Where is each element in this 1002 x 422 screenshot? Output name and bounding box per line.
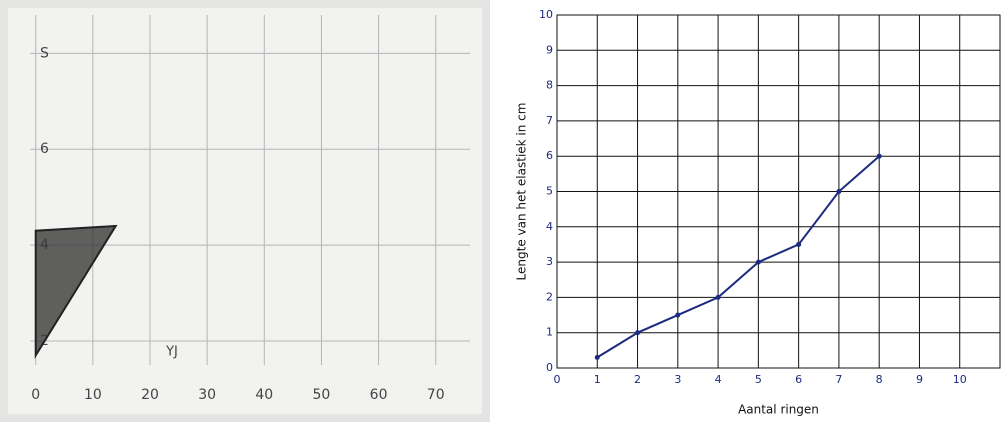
annotation: YJ [165,345,178,360]
x-tick-label: 10 [84,387,102,403]
x-tick-label: 30 [198,387,216,403]
y-tick-label: 2 [546,290,553,303]
x-tick-label: 5 [755,373,762,386]
y-tick-label: 3 [546,255,553,268]
y-tick-label: 7 [546,114,553,127]
x-tick-label: 60 [370,387,388,403]
data-point [755,259,761,265]
x-tick-label: 7 [835,373,842,386]
x-tick-label: 10 [953,373,967,386]
x-tick-label: 3 [674,373,681,386]
data-point [715,294,721,300]
y-tick-label: 1 [546,326,553,339]
y-tick-label: 9 [546,43,553,56]
data-point [594,354,600,360]
shaded-area [34,224,118,359]
x-tick-label: 9 [916,373,923,386]
data-point [836,189,842,194]
y-tick-label: 10 [539,8,553,21]
data-point [635,330,641,336]
y-tick-label: S [40,45,49,61]
y-tick-label: 4 [546,220,553,233]
x-tick-label: 40 [255,387,273,403]
data-line [596,155,880,359]
x-tick-label: 20 [141,387,159,403]
data-point [675,312,681,318]
y-tick-label: 6 [546,149,553,162]
data-point [876,153,882,159]
data-point [796,241,802,247]
x-tick-label: 8 [876,373,883,386]
x-tick-label: 70 [427,387,445,403]
y-tick-label: 0 [546,361,553,374]
y-tick-label: 6 [40,141,49,157]
x-tick-label: 6 [795,373,802,386]
x-tick-label: 1 [594,373,601,386]
x-tick-label: 2 [634,373,641,386]
y-axis-label: Lengte van het elastiek in cm [515,103,529,281]
y-tick-label: 8 [546,79,553,92]
plot-frame [556,14,1001,369]
x-tick-label: 50 [313,387,331,403]
paper [8,8,482,414]
x-tick-label: 0 [554,373,561,386]
x-axis-label: Aantal ringen [738,403,819,417]
x-tick-label: 0 [31,387,40,403]
x-tick-label: 4 [715,373,722,386]
y-tick-label: 5 [546,185,553,198]
